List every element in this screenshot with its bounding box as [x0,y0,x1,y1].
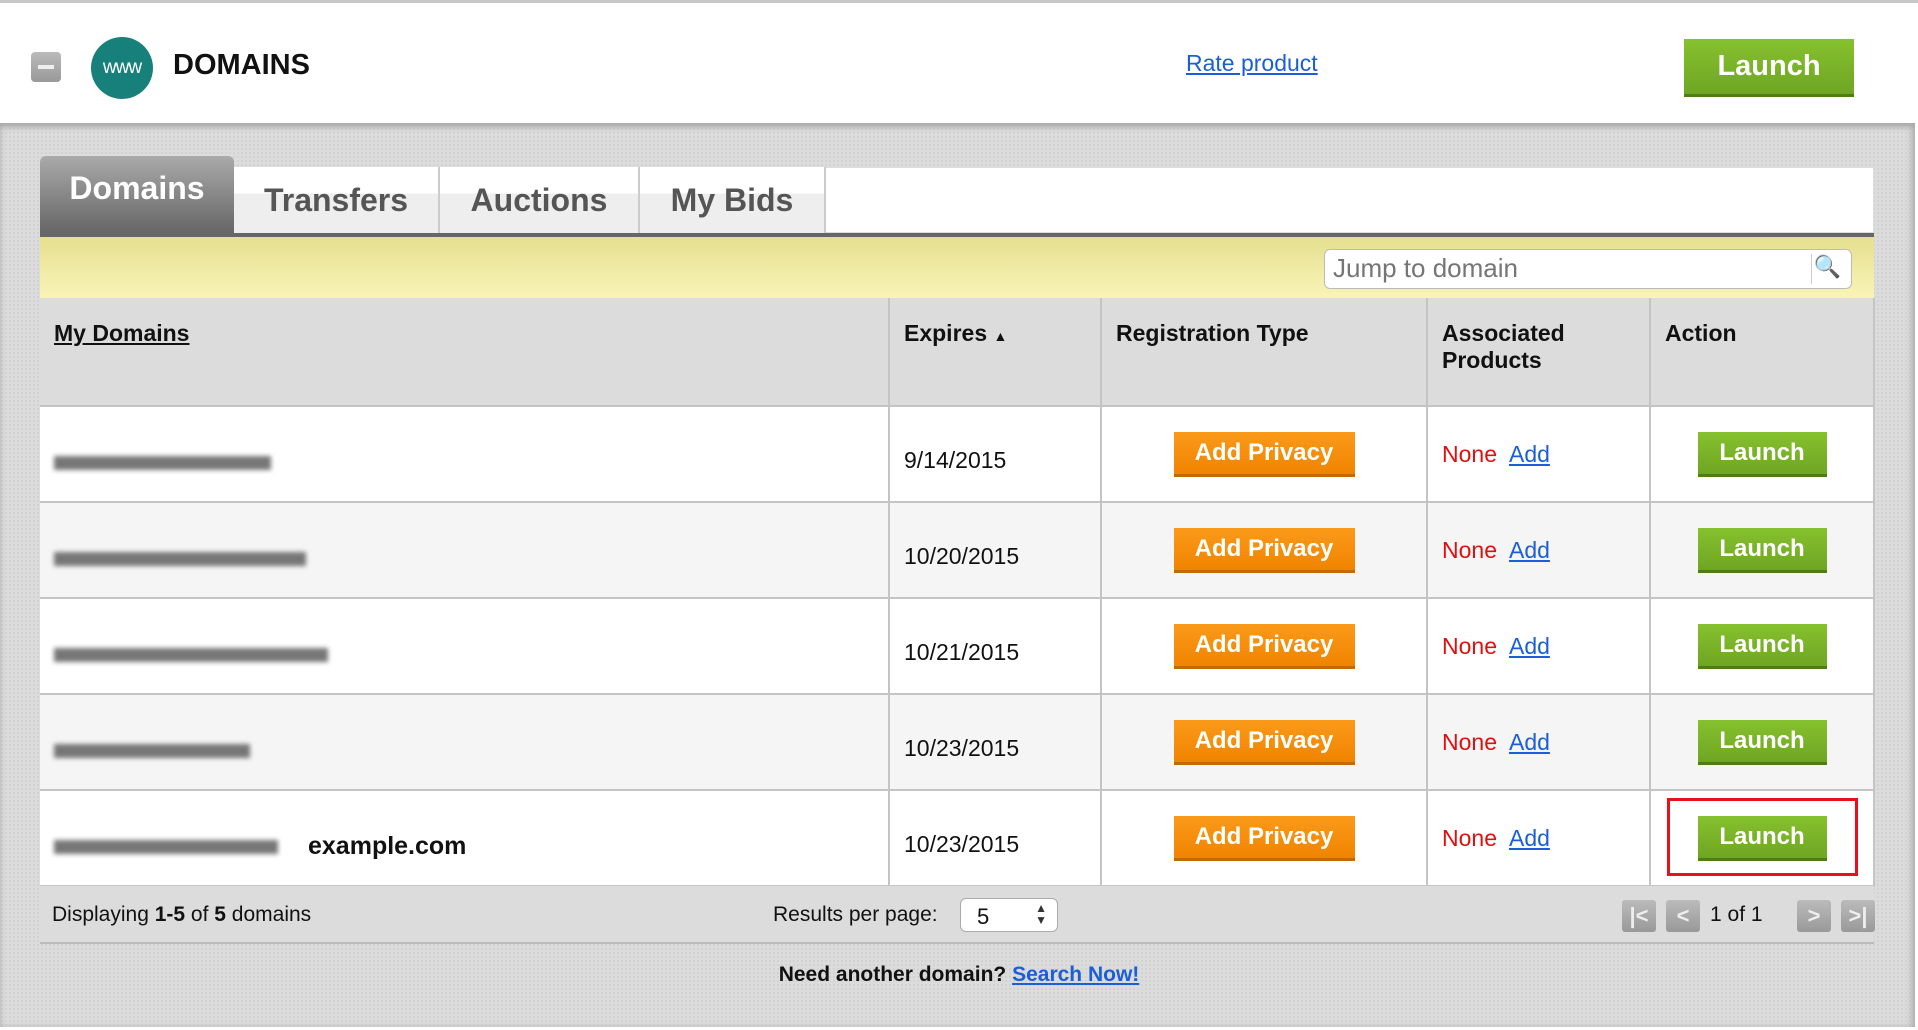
expires-date: 10/21/2015 [904,638,1020,665]
domain-cell[interactable] [40,598,890,695]
expires-date: 10/20/2015 [904,542,1020,569]
registration-cell: Add Privacy [1101,598,1428,695]
rate-product-link[interactable]: Rate product [1186,50,1318,76]
domain-cell[interactable] [40,694,890,791]
first-page-icon[interactable]: |< [1622,900,1656,932]
launch-button[interactable]: Launch [1697,815,1827,861]
registration-cell: Add Privacy [1101,502,1428,599]
table-row: example.com 10/23/2015 Add Privacy None A… [40,790,1875,887]
column-expires[interactable]: Expires ▲ [889,298,1102,407]
column-label: Expires [904,320,988,346]
results-per-page-label: Results per page: [773,903,938,926]
products-cell: None Add [1427,502,1651,599]
products-cell: None Add [1427,598,1651,695]
table-row: 9/14/2015 Add Privacy None Add Launch [40,406,1875,503]
products-none: None [1442,632,1497,659]
action-cell: Launch [1650,598,1875,695]
registration-cell: Add Privacy [1101,694,1428,791]
sort-my-domains-link[interactable]: My Domains [54,320,190,346]
products-none: None [1442,824,1497,851]
action-cell: Launch [1650,406,1875,503]
registration-cell: Add Privacy [1101,406,1428,503]
sort-asc-icon: ▲ [993,328,1008,344]
tab-auctions[interactable]: Auctions [440,167,640,233]
add-product-link[interactable]: Add [1508,536,1550,563]
table-row: 10/23/2015 Add Privacy None Add Launch [40,694,1875,791]
next-page-icon[interactable]: > [1797,900,1831,932]
products-none: None [1442,728,1497,755]
domain-cell[interactable]: example.com [40,790,890,887]
add-privacy-button[interactable]: Add Privacy [1173,719,1355,765]
registration-cell: Add Privacy [1101,790,1428,887]
app-header: www DOMAINS Rate product Launch [0,0,1918,123]
add-product-link[interactable]: Add [1508,728,1550,755]
tab-my-bids[interactable]: My Bids [640,167,826,233]
add-privacy-button[interactable]: Add Privacy [1173,431,1355,477]
add-product-link[interactable]: Add [1508,632,1550,659]
last-page-icon[interactable]: >| [1841,900,1875,932]
tab-domains[interactable]: Domains [40,156,234,233]
products-cell: None Add [1427,406,1651,503]
column-registration-type: Registration Type [1101,298,1428,407]
expires-date: 10/23/2015 [904,734,1020,761]
redacted-domain[interactable] [54,648,328,662]
table-row: 10/21/2015 Add Privacy None Add Launch [40,598,1875,695]
add-product-link[interactable]: Add [1508,824,1550,851]
launch-button[interactable]: Launch [1697,719,1827,765]
column-action: Action [1650,298,1875,407]
action-cell: Launch [1650,790,1875,887]
launch-button[interactable]: Launch [1697,431,1827,477]
products-cell: None Add [1427,694,1651,791]
table-row: 10/20/2015 Add Privacy None Add Launch [40,502,1875,599]
expires-cell: 9/14/2015 [889,406,1102,503]
expires-cell: 10/20/2015 [889,502,1102,599]
domain-cell[interactable] [40,502,890,599]
products-none: None [1442,440,1497,467]
domain-note: example.com [308,831,467,860]
action-cell: Launch [1650,502,1875,599]
domain-cell[interactable] [40,406,890,503]
jump-to-domain: 🔍 [1324,249,1852,289]
page-info: 1 of 1 [1710,903,1763,926]
highlight-box [1667,798,1858,876]
results-per-page-select[interactable]: 5 ▲ ▼ [960,898,1058,932]
redacted-domain[interactable] [54,456,271,470]
products-none: None [1442,536,1497,563]
table-footer: Displaying 1-5 of 5 domains Results per … [40,886,1875,944]
redacted-domain[interactable] [54,744,250,758]
domains-table: My Domains Expires ▲ Registration Type A… [40,298,1875,887]
products-cell: None Add [1427,790,1651,887]
expires-date: 10/23/2015 [904,830,1020,857]
add-privacy-button[interactable]: Add Privacy [1173,815,1355,861]
www-logo-icon: www [91,37,153,99]
redacted-domain[interactable] [54,552,306,566]
redacted-domain[interactable] [54,840,278,854]
displaying-count: Displaying 1-5 of 5 domains [52,903,312,926]
select-arrows-icon: ▲ ▼ [1035,901,1047,927]
page-title: DOMAINS [173,49,310,81]
add-privacy-button[interactable]: Add Privacy [1173,527,1355,573]
collapse-icon[interactable] [31,52,61,82]
launch-button[interactable]: Launch [1684,39,1854,97]
column-my-domains[interactable]: My Domains [40,298,890,407]
expires-cell: 10/23/2015 [889,694,1102,791]
search-icon[interactable]: 🔍 [1811,254,1843,284]
prev-page-icon[interactable]: < [1666,900,1700,932]
search-input[interactable] [1325,250,1795,286]
expires-date: 9/14/2015 [904,446,1007,473]
tab-transfers[interactable]: Transfers [234,167,440,233]
launch-button[interactable]: Launch [1697,527,1827,573]
add-privacy-button[interactable]: Add Privacy [1173,623,1355,669]
tab-divider [40,233,1874,237]
add-product-link[interactable]: Add [1508,440,1550,467]
expires-cell: 10/21/2015 [889,598,1102,695]
expires-cell: 10/23/2015 [889,790,1102,887]
action-cell: Launch [1650,694,1875,791]
column-associated-products: Associated Products [1427,298,1651,407]
search-now-link[interactable]: Search Now! [1012,963,1140,986]
search-prompt: Need another domain? Search Now! [778,963,1140,986]
launch-button[interactable]: Launch [1697,623,1827,669]
